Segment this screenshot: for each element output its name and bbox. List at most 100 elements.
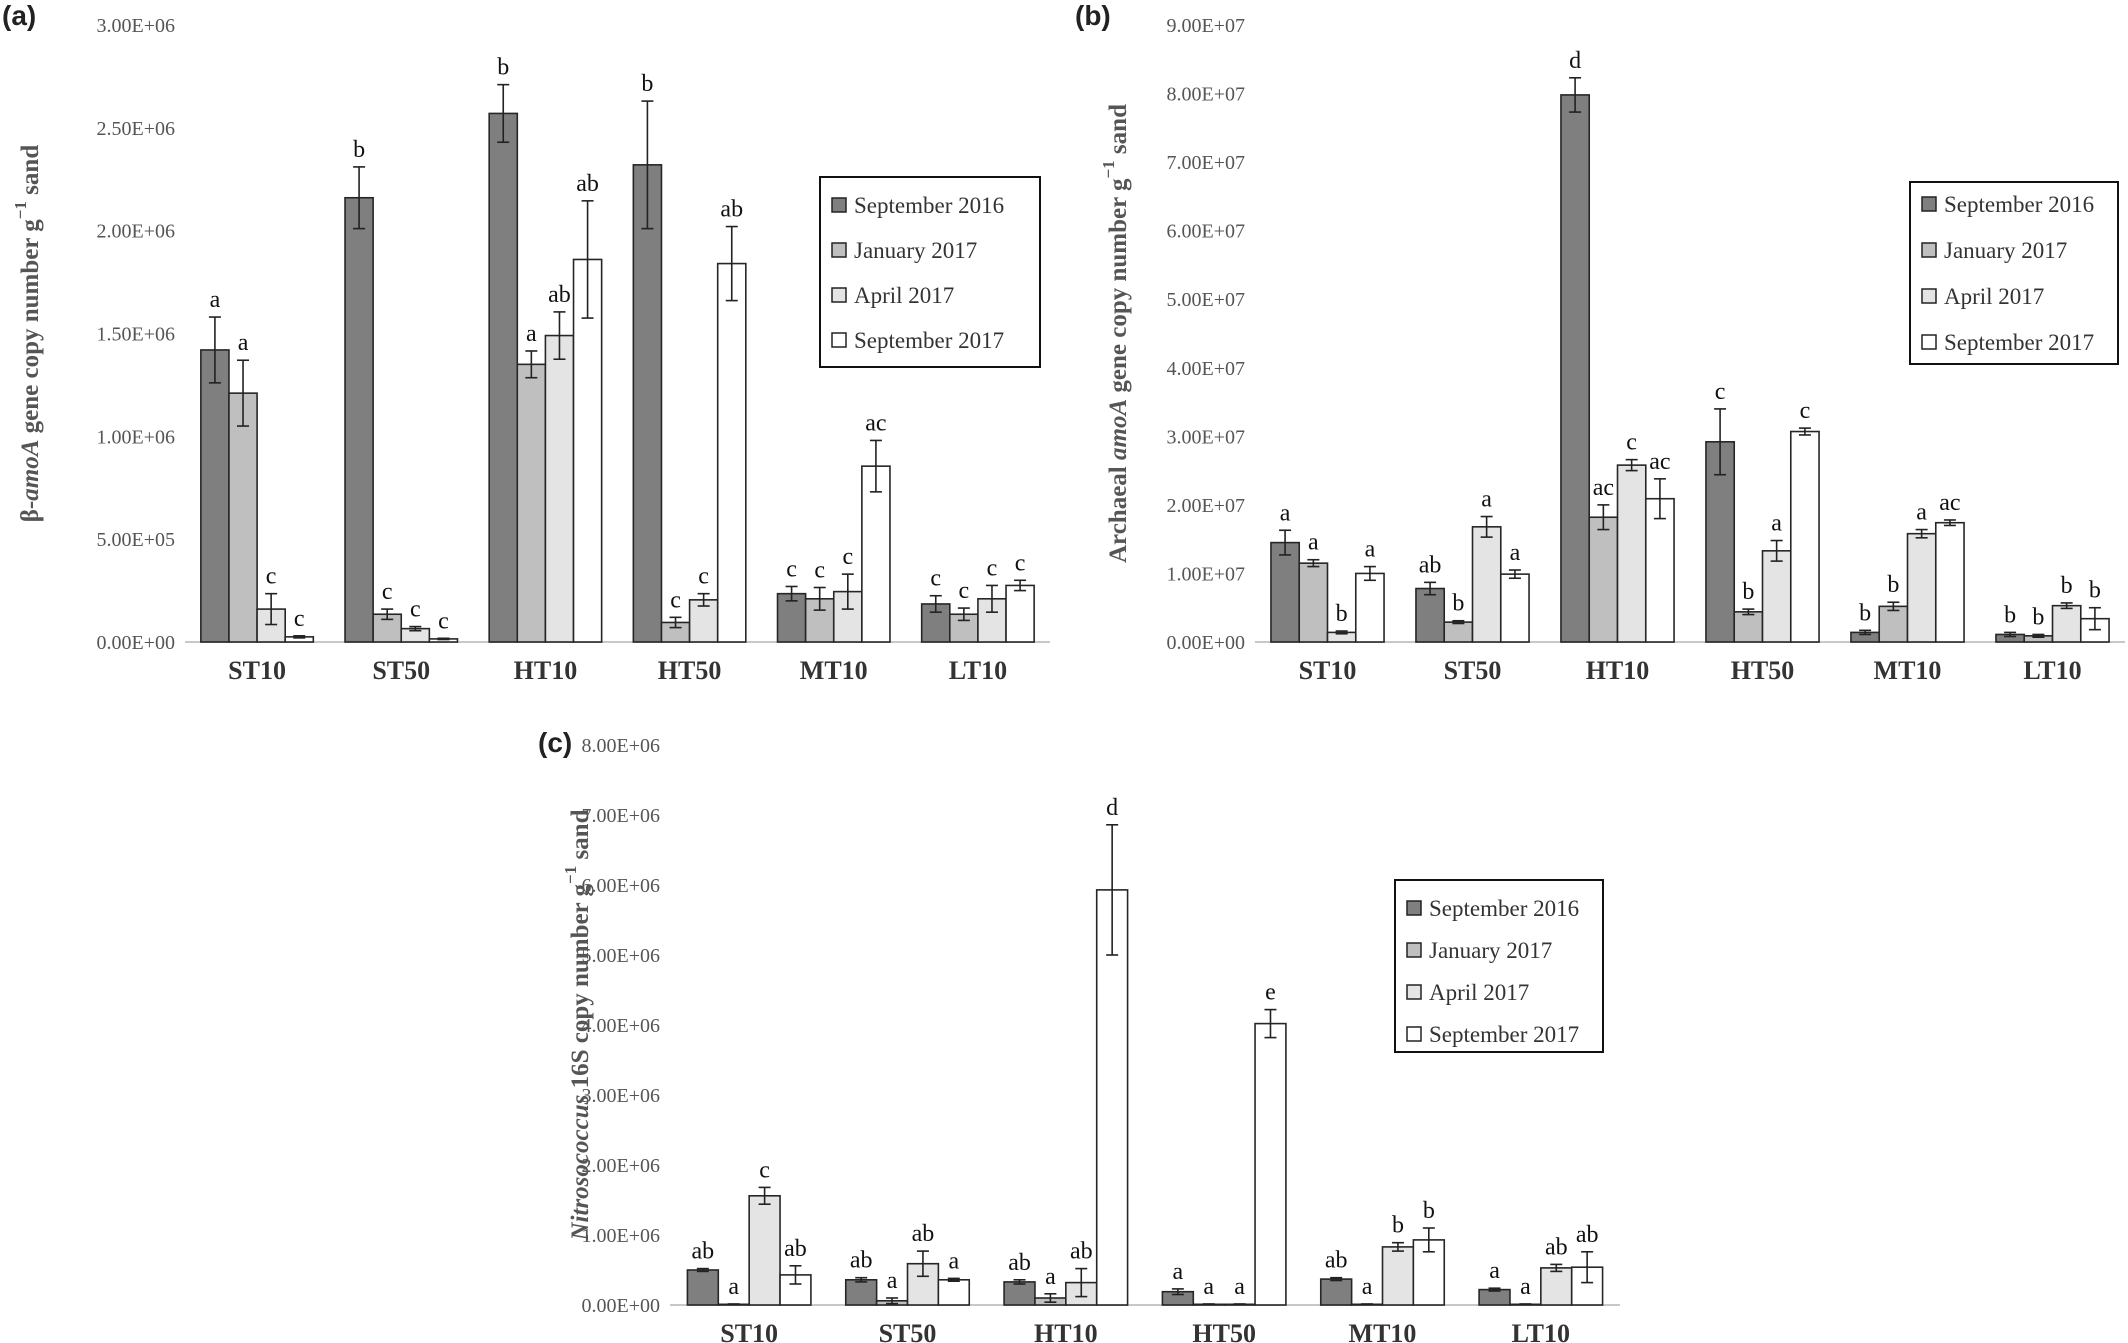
bar — [344, 196, 374, 643]
significance-label: c — [959, 578, 970, 604]
x-tick-label: HT50 — [1731, 656, 1795, 685]
significance-label: ab — [850, 1248, 873, 1274]
significance-label: c — [294, 606, 305, 632]
legend-entry: September 2017 — [1944, 330, 2094, 355]
significance-label: ab — [1325, 1248, 1348, 1274]
significance-label: a — [948, 1248, 959, 1274]
bar — [1934, 521, 1965, 643]
significance-label: b — [1887, 572, 1899, 598]
x-tick-label: HT50 — [658, 656, 722, 685]
legend: September 2016 January 2017 April 2017 Sept… — [1909, 181, 2119, 365]
significance-label: b — [1336, 601, 1348, 627]
significance-label: a — [1280, 500, 1291, 526]
x-tick-label: ST10 — [1299, 656, 1357, 685]
significance-label: c — [266, 564, 277, 590]
significance-label: c — [1015, 550, 1026, 576]
significance-label: ab — [548, 282, 571, 308]
y-tick-label: 5.00E+07 — [1167, 289, 1246, 311]
x-tick-label: HT50 — [1192, 1319, 1256, 1343]
bar — [1381, 1246, 1415, 1306]
legend-entry: September 2016 — [854, 193, 1004, 218]
significance-label: a — [1203, 1274, 1214, 1300]
significance-label: ac — [1593, 475, 1614, 501]
significance-label: c — [438, 608, 449, 634]
significance-label: c — [670, 587, 681, 613]
bar — [1443, 621, 1474, 643]
bar — [748, 1195, 781, 1306]
bar — [1298, 562, 1329, 643]
significance-label: ac — [865, 410, 886, 436]
bar — [1540, 1267, 1573, 1306]
significance-label: ab — [1576, 1222, 1599, 1248]
significance-label: b — [641, 71, 653, 97]
chart-panel-2: (c) 0.00E+00 1.00E+06 2.00E+06 3.00E+06 4.00E… — [538, 727, 1620, 1343]
significance-label: ab — [692, 1239, 715, 1265]
legend-entry: April 2017 — [854, 283, 954, 308]
y-tick-label: 2.00E+07 — [1167, 495, 1246, 517]
legend-entry: January 2017 — [1944, 238, 2067, 263]
y-tick-label: 9.00E+07 — [1167, 15, 1246, 37]
significance-label: ab — [1008, 1250, 1031, 1276]
significance-label: ab — [912, 1221, 935, 1247]
legend-swatch — [831, 332, 847, 348]
significance-label: b — [1452, 591, 1464, 617]
bar — [1003, 1281, 1036, 1306]
bar — [1270, 541, 1301, 643]
x-tick-label: LT10 — [1512, 1319, 1570, 1343]
bar — [632, 164, 663, 643]
x-tick-label: ST10 — [228, 656, 286, 685]
y-tick-label: 5.00E+06 — [582, 945, 661, 967]
legend-entry: September 2017 — [854, 328, 1004, 353]
significance-label: d — [1569, 48, 1581, 74]
significance-label: a — [1045, 1264, 1056, 1290]
significance-label: c — [930, 566, 941, 592]
bar — [1354, 572, 1385, 643]
y-tick-label: 1.50E+06 — [97, 324, 176, 346]
chart-panel-0: (a) 0.00E+00 5.00E+05 1.00E+06 1.50E+06 2.00E… — [2, 0, 1050, 685]
x-tick-label: LT10 — [2023, 656, 2081, 685]
bar — [1005, 584, 1035, 643]
x-tick-label: HT10 — [514, 656, 578, 685]
legend-swatch — [831, 242, 847, 258]
significance-label: b — [1392, 1213, 1404, 1239]
y-tick-label: 1.00E+07 — [1167, 563, 1246, 585]
bar — [1095, 889, 1129, 1306]
x-tick-label: ST50 — [879, 1319, 937, 1343]
bar — [1906, 532, 1937, 643]
significance-label: a — [1510, 540, 1521, 566]
bar — [1616, 464, 1647, 643]
bar — [2051, 604, 2082, 643]
significance-label: c — [814, 557, 825, 583]
legend: September 2016 January 2017 April 2017 Sept… — [1394, 879, 1604, 1053]
y-tick-label: 0.00E+00 — [97, 632, 176, 654]
significance-label: a — [728, 1274, 739, 1300]
significance-label: b — [2004, 602, 2016, 628]
bar — [686, 1269, 720, 1306]
significance-label: a — [1365, 537, 1376, 563]
significance-label: c — [382, 579, 393, 605]
y-tick-label: 4.00E+06 — [582, 1015, 661, 1037]
significance-label: c — [842, 544, 853, 570]
significance-label: ab — [576, 171, 599, 197]
bar — [200, 349, 230, 643]
bar — [1499, 573, 1530, 643]
bar — [488, 112, 519, 643]
significance-label: b — [2032, 604, 2044, 630]
y-tick-label: 8.00E+06 — [582, 735, 661, 757]
significance-label: b — [497, 55, 509, 81]
chart-panel-1: (b) 0.00E+00 1.00E+07 2.00E+07 3.00E+07 4.00E… — [1075, 0, 2125, 685]
legend-entry: September 2016 — [1429, 896, 1579, 921]
legend-swatch — [1406, 1026, 1422, 1042]
x-tick-label: MT10 — [1874, 656, 1942, 685]
panel-label: (c) — [538, 727, 572, 758]
x-tick-label: LT10 — [949, 656, 1007, 685]
significance-label: c — [1715, 379, 1726, 405]
x-tick-label: MT10 — [1349, 1319, 1417, 1343]
legend-swatch — [1921, 196, 1937, 212]
bar — [1254, 1022, 1287, 1306]
significance-label: b — [1742, 579, 1754, 605]
y-axis-label: Archaeal amoA gene copy number g−1 sand — [1099, 104, 1132, 563]
y-tick-label: 1.00E+06 — [97, 426, 176, 448]
x-tick-label: ST50 — [1444, 656, 1502, 685]
